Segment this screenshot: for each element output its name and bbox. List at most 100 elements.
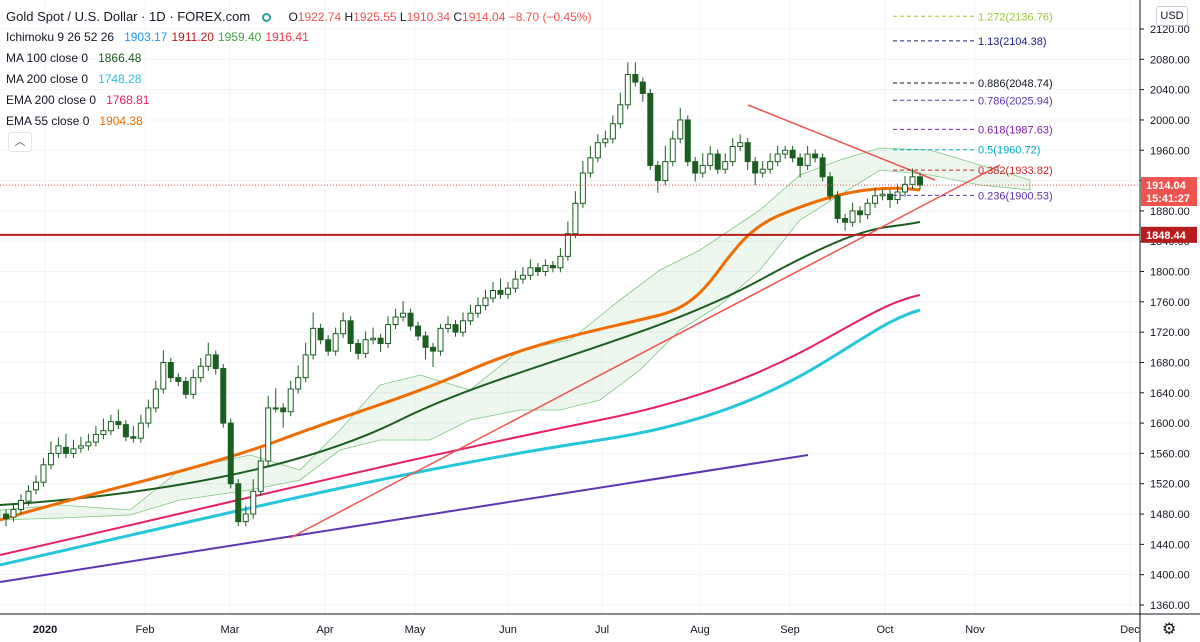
y-tick-label: 2040.00 bbox=[1150, 85, 1190, 97]
fib-level-label: 1.272(2136.76) bbox=[978, 11, 1053, 23]
close-value: 1914.04 bbox=[462, 10, 506, 24]
candle bbox=[737, 142, 744, 147]
candle bbox=[407, 312, 414, 327]
indicator-name: EMA 200 close 0 bbox=[6, 93, 97, 107]
fib-level-label: 0.5(1960.72) bbox=[978, 145, 1040, 157]
fib-level-label: 0.618(1987.63) bbox=[978, 124, 1053, 136]
indicator-row[interactable]: MA 100 close 0 1866.48 bbox=[6, 48, 591, 69]
indicator-row[interactable]: EMA 55 close 0 1904.38 bbox=[6, 111, 591, 132]
price-tag bbox=[1141, 177, 1197, 194]
indicator-value: 1911.20 bbox=[171, 30, 214, 44]
candle bbox=[617, 104, 624, 125]
chart-legend: Gold Spot / U.S. Dollar · 1D · FOREX.com… bbox=[6, 6, 591, 132]
candle bbox=[175, 377, 182, 382]
candle bbox=[782, 149, 789, 155]
candle bbox=[280, 407, 287, 413]
candle bbox=[130, 436, 137, 439]
candle bbox=[557, 255, 564, 269]
legend-title-row: Gold Spot / U.S. Dollar · 1D · FOREX.com… bbox=[6, 6, 591, 27]
x-tick-label: Sep bbox=[780, 624, 800, 636]
fib-level-label: 0.382(1933.82) bbox=[978, 165, 1053, 177]
indicator-row[interactable]: EMA 200 close 0 1768.81 bbox=[6, 90, 591, 111]
currency-badge[interactable]: USD bbox=[1156, 6, 1188, 26]
indicator-list: Ichimoku 9 26 52 26 1903.17 1911.20 1959.40… bbox=[6, 27, 591, 132]
indicator-name: MA 100 close 0 bbox=[6, 51, 89, 65]
x-tick-label: Apr bbox=[316, 624, 333, 636]
candle bbox=[385, 324, 392, 345]
candle bbox=[887, 193, 894, 201]
ema-200-line bbox=[0, 294, 921, 556]
candle bbox=[519, 274, 526, 280]
y-tick-label: 1720.00 bbox=[1150, 327, 1190, 339]
fib-level-label: 0.236(1900.53) bbox=[978, 190, 1053, 202]
candle bbox=[527, 267, 534, 276]
candle bbox=[40, 464, 47, 483]
candle bbox=[460, 320, 466, 333]
candle bbox=[512, 278, 519, 289]
indicator-row[interactable]: Ichimoku 9 26 52 26 1903.17 1911.20 1959.40… bbox=[6, 27, 591, 48]
indicator-value: 1904.38 bbox=[99, 114, 143, 128]
candle bbox=[287, 388, 294, 413]
x-tick-label: Nov bbox=[965, 624, 985, 636]
y-tick-label: 1560.00 bbox=[1150, 448, 1190, 460]
low-label: L bbox=[399, 10, 407, 24]
y-tick-label: 1680.00 bbox=[1150, 357, 1190, 369]
candle bbox=[197, 365, 204, 379]
candle bbox=[774, 153, 781, 163]
candle bbox=[250, 490, 257, 515]
price-tag bbox=[1141, 190, 1197, 207]
candle bbox=[317, 327, 324, 341]
candle bbox=[609, 123, 616, 140]
candle bbox=[789, 149, 796, 159]
y-tick-label: 1760.00 bbox=[1150, 297, 1190, 309]
candle bbox=[370, 337, 377, 341]
candle bbox=[265, 407, 272, 462]
candle bbox=[677, 119, 684, 140]
candle bbox=[32, 481, 39, 491]
candle bbox=[160, 361, 167, 390]
candle bbox=[227, 422, 234, 485]
x-tick-label: 2020 bbox=[33, 624, 57, 636]
candle bbox=[167, 361, 174, 379]
price-tag-label: 15:41:27 bbox=[1146, 193, 1190, 205]
gear-icon[interactable]: ⚙ bbox=[1162, 621, 1177, 638]
candle bbox=[482, 297, 489, 307]
candle bbox=[467, 312, 474, 322]
x-tick-label: Jul bbox=[595, 624, 609, 636]
candle bbox=[295, 377, 302, 390]
indicator-row[interactable]: MA 200 close 0 1748.28 bbox=[6, 69, 591, 90]
y-tick-label: 2080.00 bbox=[1150, 54, 1190, 66]
fib-level-label: 1.13(2104.38) bbox=[978, 36, 1047, 48]
candle bbox=[205, 354, 212, 367]
indicator-value: 1916.41 bbox=[265, 30, 309, 44]
ohlc-values: O1922.74 H1925.55 L1910.34 C1914.04 −8.7… bbox=[288, 10, 591, 24]
close-label: C bbox=[453, 10, 463, 24]
low-value: 1910.34 bbox=[406, 10, 450, 24]
candle bbox=[310, 327, 317, 356]
candle bbox=[100, 430, 107, 435]
candle bbox=[122, 424, 129, 438]
candle bbox=[145, 407, 152, 424]
ma-100-line bbox=[0, 221, 921, 506]
candle bbox=[549, 264, 556, 269]
candle bbox=[355, 343, 362, 354]
candle bbox=[452, 324, 459, 333]
x-tick-label: Dec bbox=[1120, 624, 1140, 636]
candle bbox=[669, 138, 676, 163]
chevron-up-icon[interactable]: ︿ bbox=[8, 132, 32, 152]
y-tick-label: 1360.00 bbox=[1150, 600, 1190, 612]
candle bbox=[190, 377, 197, 395]
candle bbox=[857, 210, 864, 216]
candle bbox=[325, 339, 332, 352]
x-tick-label: Jun bbox=[499, 624, 517, 636]
candle bbox=[572, 202, 579, 235]
market-status-icon bbox=[261, 13, 271, 22]
candle bbox=[400, 312, 407, 318]
high-value: 1925.55 bbox=[353, 10, 397, 24]
candle bbox=[137, 422, 144, 439]
candle bbox=[834, 195, 841, 219]
change-value: −8.70 (−0.45%) bbox=[508, 10, 592, 24]
candle bbox=[489, 289, 496, 299]
candle bbox=[752, 161, 759, 174]
